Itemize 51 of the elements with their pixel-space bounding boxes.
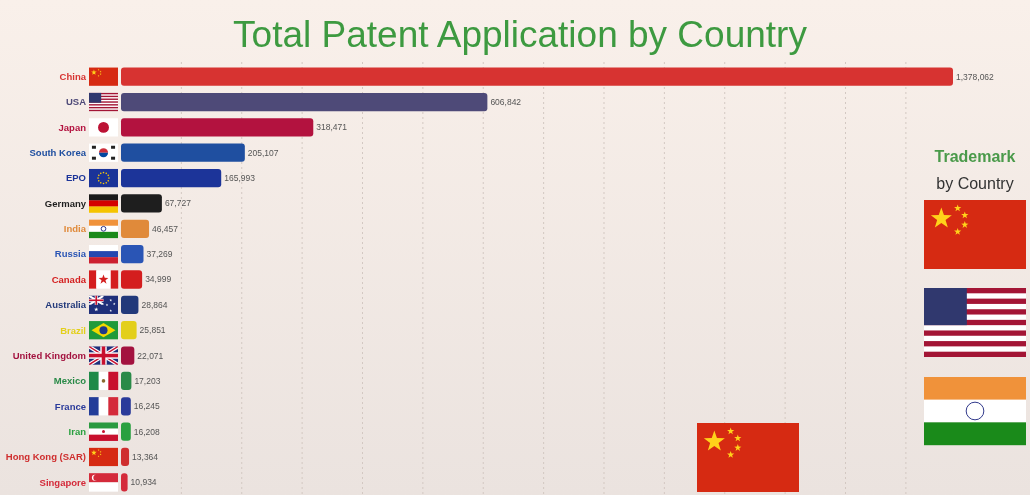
bar (121, 321, 137, 340)
bar (121, 194, 162, 213)
y-tick-label: France (54, 400, 86, 412)
y-tick-label: USA (65, 96, 87, 108)
y-tick-label: Australia (45, 299, 87, 311)
y-tick-label: Japan (58, 121, 87, 133)
y-tick-label: Germany (44, 197, 87, 209)
y-tick-label: Brazil (60, 324, 86, 336)
bar (121, 143, 245, 162)
data-label: 318,471 (316, 122, 348, 133)
data-label: 205,107 (247, 147, 279, 158)
data-label: 1,378,062 (956, 71, 995, 82)
data-label: 165,993 (224, 173, 256, 184)
annotation: Trademark (934, 148, 1016, 165)
y-tick-label: India (63, 223, 87, 235)
bar (121, 168, 222, 188)
data-label: 22,071 (137, 350, 164, 361)
bar (121, 422, 131, 441)
bar (121, 92, 488, 112)
bar (121, 346, 135, 365)
y-tick-label: Canada (51, 273, 87, 285)
data-label: 17,203 (134, 375, 161, 386)
data-label: 34,999 (145, 274, 172, 285)
data-label: 67,727 (164, 198, 192, 209)
data-label: 16,245 (133, 401, 161, 412)
data-label: 10,934 (130, 477, 157, 488)
data-label: 606,842 (490, 97, 522, 107)
y-tick-label: Mexico (53, 375, 87, 387)
y-tick-label: Hong Kong (SAR) (5, 451, 86, 463)
bar (121, 473, 128, 492)
y-tick-label: Singapore (39, 476, 86, 488)
y-tick-label: South Korea (29, 147, 87, 159)
y-tick-label: China (59, 71, 87, 82)
bar (121, 245, 144, 264)
y-tick-label: EPO (65, 172, 86, 184)
data-label: 25,851 (139, 325, 166, 336)
y-tick-label: Russia (54, 248, 87, 260)
y-tick-label: United Kingdom (12, 349, 86, 361)
bar (121, 67, 953, 86)
data-label: 16,208 (133, 426, 161, 437)
data-label: 28,864 (141, 299, 168, 310)
bar (121, 295, 139, 314)
bar (121, 118, 314, 137)
data-label: 46,457 (152, 223, 179, 234)
data-label: 37,269 (146, 249, 173, 260)
bar (121, 447, 130, 467)
data-label: 13,364 (132, 451, 159, 462)
annotation: by Country (936, 175, 1014, 192)
bar (121, 219, 150, 238)
chart-title: Total Patent Application by Country (233, 14, 808, 55)
y-tick-label: Iran (68, 425, 87, 437)
